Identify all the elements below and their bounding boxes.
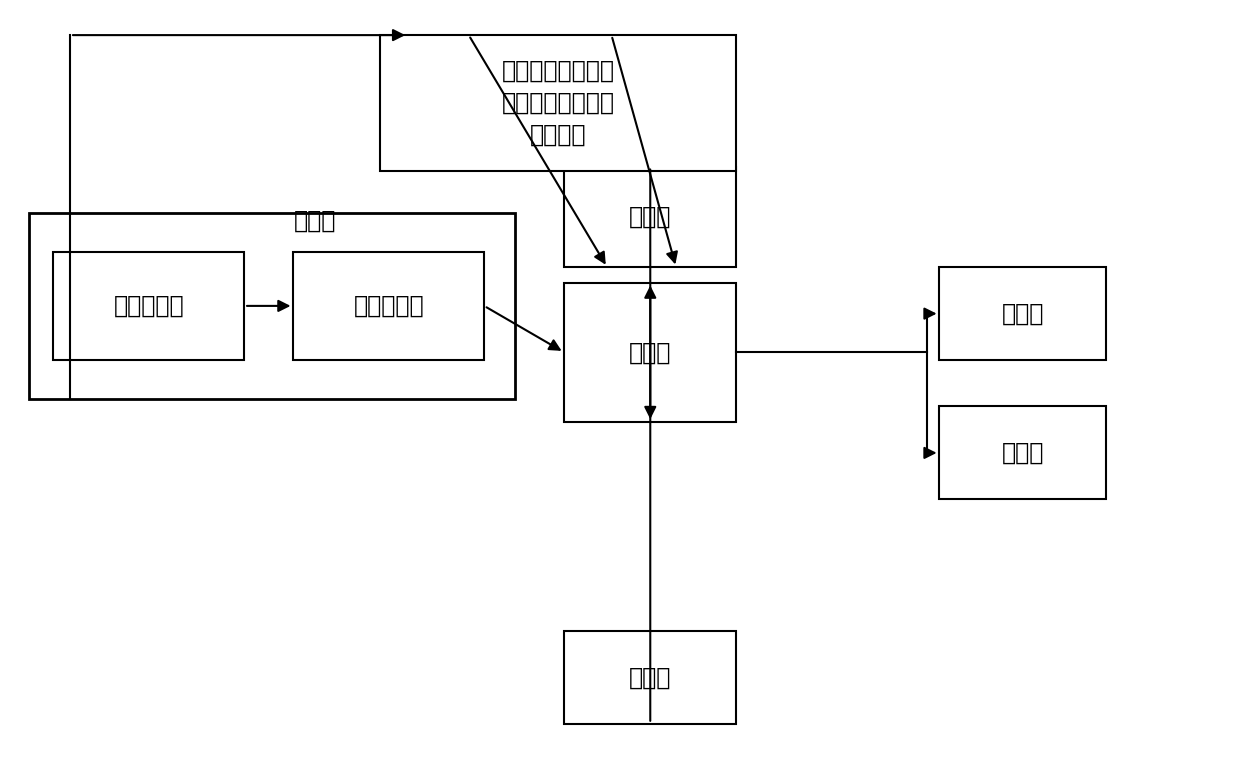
Bar [564,282,736,422]
Bar [564,631,736,723]
Text: 交换机: 交换机 [629,205,672,229]
Text: 显示屏: 显示屏 [1001,302,1043,325]
Bar [564,167,736,267]
Text: 计算机: 计算机 [629,340,672,364]
Bar [939,267,1105,360]
Text: 里程计: 里程计 [294,209,336,233]
Bar [28,213,515,399]
Text: 信息处理器: 信息处理器 [353,294,424,318]
Text: 打印机: 打印机 [1001,441,1043,465]
Bar [379,35,736,170]
Text: 多线轮廓采集平台
（含线激光器、面
阵相机）: 多线轮廓采集平台 （含线激光器、面 阵相机） [502,59,615,146]
Bar [294,252,484,360]
Bar [939,407,1105,500]
Bar [53,252,244,360]
Text: 光电编码器: 光电编码器 [114,294,185,318]
Text: 数据库: 数据库 [629,665,672,689]
